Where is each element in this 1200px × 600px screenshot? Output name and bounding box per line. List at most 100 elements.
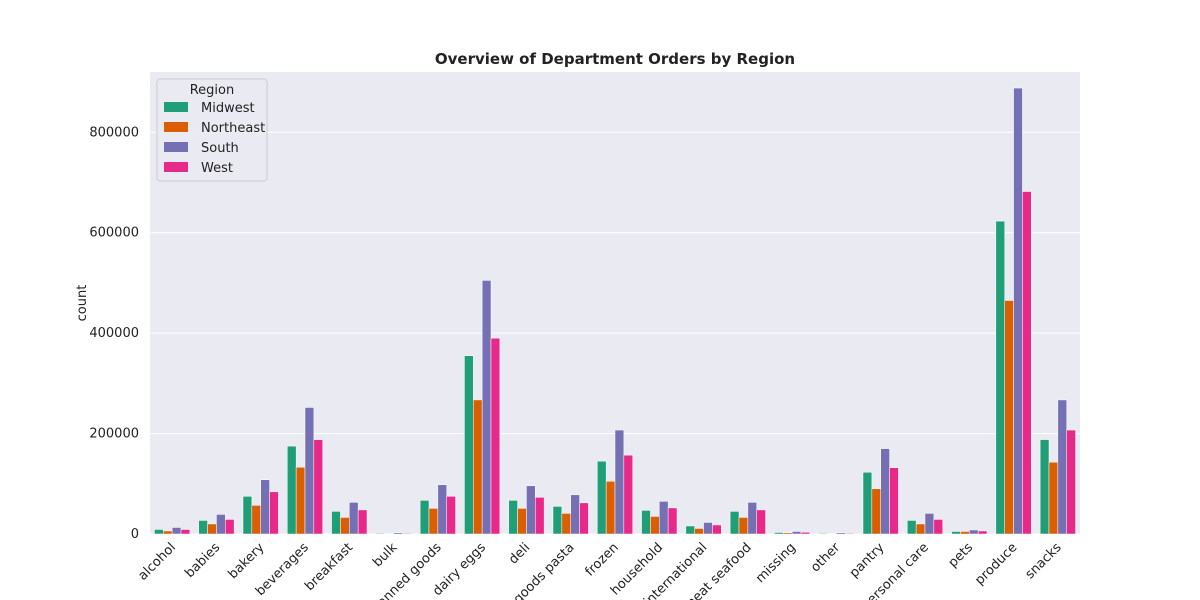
bar-northeast — [428, 508, 439, 535]
bar-northeast — [650, 516, 660, 535]
bar-west — [977, 530, 988, 535]
bar-south — [747, 502, 757, 535]
bar-west — [845, 532, 855, 535]
bar-northeast — [384, 533, 394, 535]
bar-midwest — [287, 445, 297, 535]
bar-midwest — [862, 471, 873, 535]
bar-south — [304, 407, 315, 535]
bar-west — [712, 524, 722, 535]
bar-midwest — [464, 355, 474, 535]
bar-northeast — [605, 481, 616, 535]
bar-midwest — [729, 511, 740, 535]
bar-northeast — [340, 517, 350, 535]
bar-midwest — [198, 520, 208, 535]
y-tick-label: 600000 — [89, 226, 139, 241]
legend-label: West — [201, 161, 233, 176]
bar-south — [526, 485, 536, 535]
bar-west — [667, 507, 678, 535]
bar-south — [1013, 87, 1023, 535]
bar-midwest — [597, 460, 607, 535]
x-tick-label: snacks — [1023, 540, 1065, 582]
bar-midwest — [951, 531, 961, 535]
bar-south — [216, 514, 226, 535]
x-tick-label: pantry — [847, 540, 888, 581]
bar-south — [659, 501, 669, 535]
bar-northeast — [207, 523, 217, 535]
bar-northeast — [871, 488, 881, 535]
bar-midwest — [641, 510, 651, 535]
x-tick-label: deli — [506, 540, 533, 567]
x-tick-label: produce — [972, 540, 1020, 588]
x-tick-label: alcohol — [135, 540, 178, 583]
legend-label: Midwest — [201, 101, 255, 116]
bar-south — [969, 529, 979, 535]
bar-west — [933, 519, 943, 535]
bar-south — [880, 448, 890, 535]
bar-west — [402, 532, 412, 535]
bar-south — [836, 532, 846, 535]
x-tick-label: babies — [182, 540, 223, 581]
legend-label: South — [201, 141, 239, 156]
bar-northeast — [694, 528, 704, 535]
bar-midwest — [685, 525, 695, 535]
x-tick-label: dry goods pasta — [493, 540, 578, 600]
bar-south — [614, 429, 625, 535]
bar-west — [313, 439, 323, 535]
bar-northeast — [561, 513, 571, 535]
bar-west — [269, 491, 279, 535]
bar-south — [791, 531, 802, 535]
legend: Region Midwest Northeast South West — [156, 78, 268, 182]
legend-title: Region — [190, 83, 235, 98]
y-tick-label: 0 — [131, 527, 139, 542]
x-tick-label: breakfast — [302, 540, 356, 594]
bar-midwest — [1039, 439, 1050, 535]
bar-midwest — [774, 532, 784, 535]
legend-swatch — [164, 102, 188, 112]
bar-south — [437, 484, 447, 535]
x-tick-label: bakery — [226, 540, 268, 582]
legend-items: Midwest Northeast South West — [164, 101, 265, 176]
bar-midwest — [552, 506, 563, 535]
bar-northeast — [1004, 300, 1014, 535]
bar-northeast — [827, 533, 837, 535]
bar-west — [579, 502, 589, 535]
bar-northeast — [473, 399, 483, 535]
bar-northeast — [915, 523, 926, 535]
legend-swatch — [164, 122, 188, 132]
bars — [154, 87, 1076, 535]
bar-northeast — [1048, 461, 1059, 535]
bar-west — [180, 529, 191, 535]
bar-northeast — [738, 517, 749, 535]
bar-northeast — [295, 466, 306, 535]
y-tick-labels: 0 200000 400000 600000 800000 — [89, 125, 139, 542]
y-axis-label: count — [75, 285, 90, 322]
bar-northeast — [517, 508, 527, 535]
x-tick-label: frozen — [582, 540, 621, 579]
bar-west — [225, 519, 235, 535]
bar-south — [703, 522, 713, 535]
bar-midwest — [508, 500, 518, 535]
legend-label: Northeast — [201, 121, 265, 136]
bar-south — [924, 513, 935, 535]
legend-swatch — [164, 162, 188, 172]
bar-west — [889, 467, 899, 535]
bar-northeast — [783, 532, 793, 535]
bar-northeast — [163, 530, 173, 535]
bar-west — [623, 454, 633, 535]
y-tick-label: 400000 — [89, 326, 139, 341]
bar-midwest — [818, 532, 828, 535]
bar-west — [1022, 191, 1032, 535]
bar-south — [1057, 399, 1067, 535]
bar-midwest — [375, 532, 385, 535]
bar-south — [260, 479, 270, 535]
bar-south — [171, 527, 182, 535]
bar-northeast — [251, 505, 261, 535]
x-tick-label: other — [808, 540, 844, 576]
bar-midwest — [907, 520, 917, 535]
bar-west — [535, 497, 545, 535]
x-tick-label: bulk — [370, 540, 400, 570]
bar-midwest — [154, 529, 164, 535]
y-tick-label: 200000 — [89, 427, 139, 442]
